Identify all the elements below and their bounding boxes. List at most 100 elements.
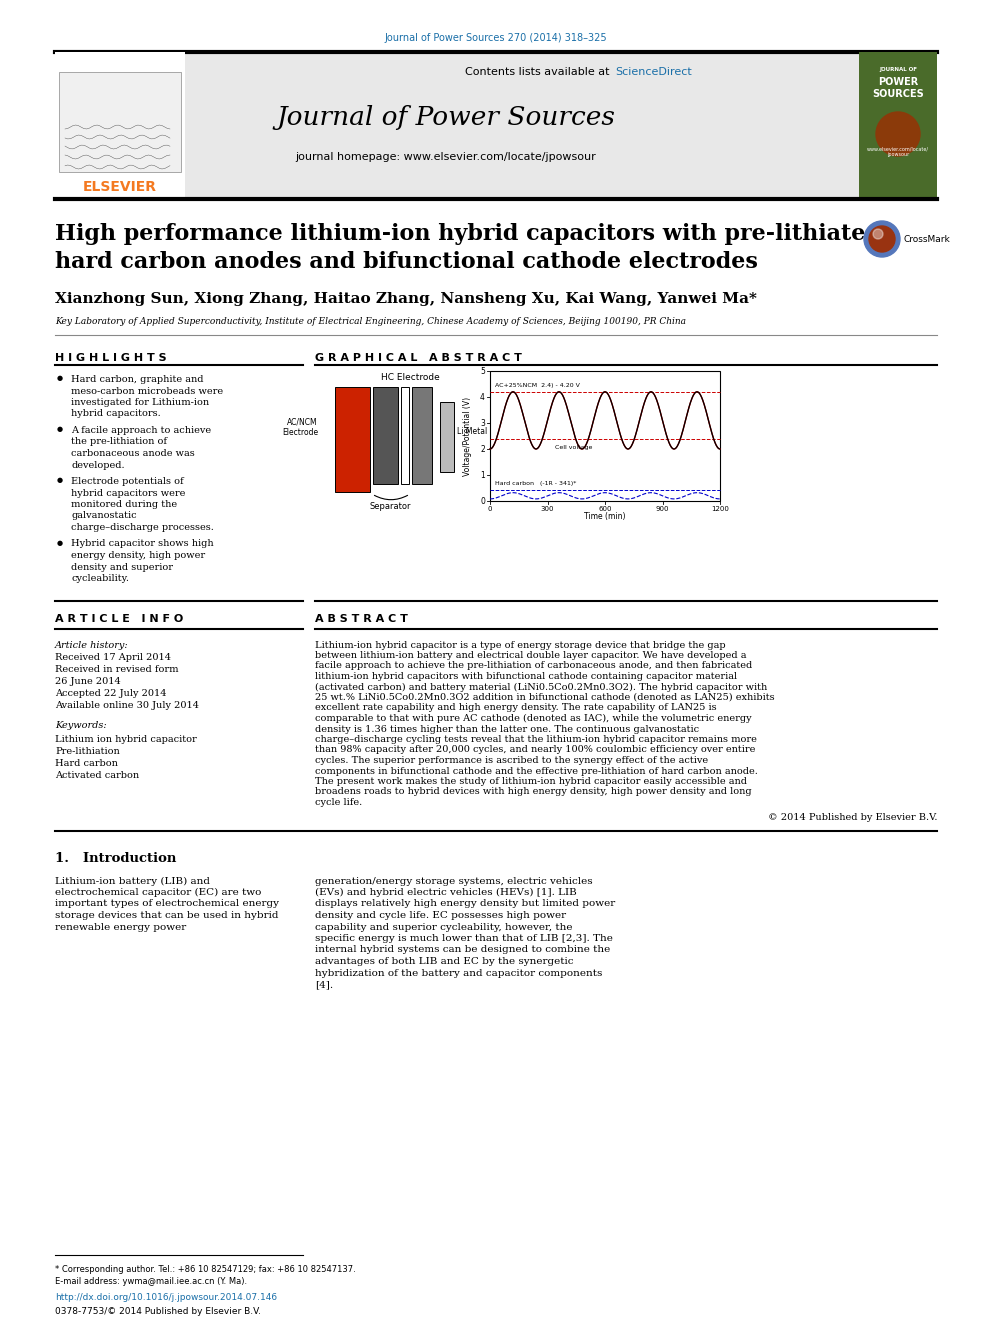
Text: 5: 5: [480, 366, 485, 376]
Text: ScienceDirect: ScienceDirect: [615, 67, 691, 77]
Text: The present work makes the study of lithium-ion hybrid capacitor easily accessib: The present work makes the study of lith…: [315, 777, 747, 786]
Text: investigated for Lithium-ion: investigated for Lithium-ion: [71, 398, 209, 407]
Text: Activated carbon: Activated carbon: [55, 770, 139, 779]
Text: Accepted 22 July 2014: Accepted 22 July 2014: [55, 689, 167, 699]
Text: AC+25%NCM  2.4) - 4.20 V: AC+25%NCM 2.4) - 4.20 V: [495, 382, 580, 388]
Bar: [440, 402, 454, 472]
Text: Available online 30 July 2014: Available online 30 July 2014: [55, 701, 199, 710]
Text: 0: 0: [480, 496, 485, 505]
Text: the pre-lithiation of: the pre-lithiation of: [71, 438, 167, 446]
Text: 2: 2: [480, 445, 485, 454]
Text: 900: 900: [656, 505, 670, 512]
Text: facile approach to achieve the pre-lithiation of carbonaceous anode, and then fa: facile approach to achieve the pre-lithi…: [315, 662, 752, 671]
Text: 1.   Introduction: 1. Introduction: [55, 852, 177, 865]
Text: Lithium-ion hybrid capacitor is a type of energy storage device that bridge the : Lithium-ion hybrid capacitor is a type o…: [315, 640, 725, 650]
Text: meso-carbon microbeads were: meso-carbon microbeads were: [71, 386, 223, 396]
Text: between lithium-ion battery and electrical double layer capacitor. We have devel: between lithium-ion battery and electric…: [315, 651, 747, 660]
Bar: [373, 388, 398, 484]
Text: (EVs) and hybrid electric vehicles (HEVs) [1]. LIB: (EVs) and hybrid electric vehicles (HEVs…: [315, 888, 576, 897]
Text: Hard carbon: Hard carbon: [55, 758, 118, 767]
Text: galvanostatic: galvanostatic: [71, 512, 137, 520]
Text: Hybrid capacitor shows high: Hybrid capacitor shows high: [71, 540, 213, 549]
Bar: [55, 52, 937, 197]
Text: Lithium-ion battery (LIB) and: Lithium-ion battery (LIB) and: [55, 877, 210, 885]
Text: comparable to that with pure AC cathode (denoted as IAC), while the volumetric e: comparable to that with pure AC cathode …: [315, 714, 752, 724]
Text: hybrid capacitors.: hybrid capacitors.: [71, 410, 161, 418]
Text: hybridization of the battery and capacitor components: hybridization of the battery and capacit…: [315, 968, 602, 978]
Text: POWER: POWER: [878, 77, 919, 87]
Text: developed.: developed.: [71, 460, 125, 470]
Text: High performance lithium-ion hybrid capacitors with pre-lithiated: High performance lithium-ion hybrid capa…: [55, 224, 881, 245]
Text: renewable energy power: renewable energy power: [55, 922, 186, 931]
Text: Journal of Power Sources 270 (2014) 318–325: Journal of Power Sources 270 (2014) 318–…: [385, 33, 607, 44]
Text: density is 1.36 times higher than the latter one. The continuous galvanostatic: density is 1.36 times higher than the la…: [315, 725, 699, 733]
Text: components in bifunctional cathode and the effective pre-lithiation of hard carb: components in bifunctional cathode and t…: [315, 766, 758, 775]
Bar: [59, 71, 181, 172]
Text: Lithium ion hybrid capacitor: Lithium ion hybrid capacitor: [55, 734, 196, 744]
Text: than 98% capacity after 20,000 cycles, and nearly 100% coulombic efficiency over: than 98% capacity after 20,000 cycles, a…: [315, 745, 755, 754]
Text: (activated carbon) and battery material (LiNi0.5Co0.2Mn0.3O2). The hybrid capaci: (activated carbon) and battery material …: [315, 683, 767, 692]
Text: storage devices that can be used in hybrid: storage devices that can be used in hybr…: [55, 912, 279, 919]
Text: Cell voltage: Cell voltage: [555, 445, 592, 450]
Text: broadens roads to hybrid devices with high energy density, high power density an: broadens roads to hybrid devices with hi…: [315, 787, 752, 796]
Text: Key Laboratory of Applied Superconductivity, Institute of Electrical Engineering: Key Laboratory of Applied Superconductiv…: [55, 316, 686, 325]
Text: internal hybrid systems can be designed to combine the: internal hybrid systems can be designed …: [315, 946, 610, 954]
Text: ●: ●: [57, 540, 63, 545]
Text: Article history:: Article history:: [55, 640, 129, 650]
Bar: [401, 388, 409, 484]
Circle shape: [869, 226, 895, 251]
Text: cycleability.: cycleability.: [71, 574, 129, 583]
Text: charge–discharge processes.: charge–discharge processes.: [71, 523, 214, 532]
Text: ●: ●: [57, 426, 63, 433]
Text: 3: 3: [480, 418, 485, 427]
Text: G R A P H I C A L   A B S T R A C T: G R A P H I C A L A B S T R A C T: [315, 353, 522, 363]
Bar: [412, 388, 432, 484]
Text: Li Metal: Li Metal: [457, 427, 487, 437]
Text: SOURCES: SOURCES: [872, 89, 924, 99]
Text: © 2014 Published by Elsevier B.V.: © 2014 Published by Elsevier B.V.: [768, 812, 937, 822]
Circle shape: [873, 229, 883, 239]
Text: http://dx.doi.org/10.1016/j.jpowsour.2014.07.146: http://dx.doi.org/10.1016/j.jpowsour.201…: [55, 1293, 277, 1302]
Text: advantages of both LIB and EC by the synergetic: advantages of both LIB and EC by the syn…: [315, 957, 573, 966]
Text: hybrid capacitors were: hybrid capacitors were: [71, 488, 186, 497]
Text: Hard carbon   (-1R - 341)*: Hard carbon (-1R - 341)*: [495, 482, 576, 486]
Text: A R T I C L E   I N F O: A R T I C L E I N F O: [55, 614, 184, 623]
Text: 25 wt.% LiNi0.5Co0.2Mn0.3O2 addition in bifunctional cathode (denoted as LAN25) : 25 wt.% LiNi0.5Co0.2Mn0.3O2 addition in …: [315, 693, 775, 703]
Text: 1: 1: [480, 471, 485, 479]
Text: A facile approach to achieve: A facile approach to achieve: [71, 426, 211, 435]
Text: Hard carbon, graphite and: Hard carbon, graphite and: [71, 374, 203, 384]
Text: Separator: Separator: [369, 501, 411, 511]
Text: journal homepage: www.elsevier.com/locate/jpowsour: journal homepage: www.elsevier.com/locat…: [296, 152, 596, 161]
Text: ●: ●: [57, 374, 63, 381]
Text: excellent rate capability and high energy density. The rate capability of LAN25 : excellent rate capability and high energ…: [315, 704, 716, 713]
Text: 0378-7753/© 2014 Published by Elsevier B.V.: 0378-7753/© 2014 Published by Elsevier B…: [55, 1307, 261, 1316]
Text: * Corresponding author. Tel.: +86 10 82547129; fax: +86 10 82547137.: * Corresponding author. Tel.: +86 10 825…: [55, 1265, 356, 1274]
Text: important types of electrochemical energy: important types of electrochemical energ…: [55, 900, 279, 909]
Text: CrossMark: CrossMark: [904, 234, 950, 243]
Text: ELSEVIER: ELSEVIER: [83, 180, 157, 194]
Text: displays relatively high energy density but limited power: displays relatively high energy density …: [315, 900, 615, 909]
Text: 300: 300: [541, 505, 555, 512]
Text: Contents lists available at: Contents lists available at: [465, 67, 613, 77]
Text: Electrode potentials of: Electrode potentials of: [71, 478, 184, 486]
Bar: [859, 52, 937, 197]
Bar: [55, 52, 185, 197]
Text: 26 June 2014: 26 June 2014: [55, 677, 121, 687]
Text: 1200: 1200: [711, 505, 729, 512]
Text: cycle life.: cycle life.: [315, 798, 362, 807]
Text: cycles. The superior performance is ascribed to the synergy effect of the active: cycles. The superior performance is ascr…: [315, 755, 708, 765]
Text: ●: ●: [57, 478, 63, 483]
Text: www.elsevier.com/locate/
jpowsour: www.elsevier.com/locate/ jpowsour: [867, 147, 929, 157]
Text: density and cycle life. EC possesses high power: density and cycle life. EC possesses hig…: [315, 912, 566, 919]
Text: HC Electrode: HC Electrode: [381, 373, 439, 382]
Text: H I G H L I G H T S: H I G H L I G H T S: [55, 353, 167, 363]
Circle shape: [864, 221, 900, 257]
Text: AC/NCM
Electrode: AC/NCM Electrode: [282, 417, 318, 437]
Text: JOURNAL OF: JOURNAL OF: [879, 67, 917, 73]
Text: Received in revised form: Received in revised form: [55, 665, 179, 675]
Text: Journal of Power Sources: Journal of Power Sources: [277, 105, 615, 130]
Text: Time (min): Time (min): [584, 512, 626, 520]
Text: E-mail address: ywma@mail.iee.ac.cn (Y. Ma).: E-mail address: ywma@mail.iee.ac.cn (Y. …: [55, 1277, 247, 1286]
Text: lithium-ion hybrid capacitors with bifunctional cathode containing capacitor mat: lithium-ion hybrid capacitors with bifun…: [315, 672, 737, 681]
Text: monitored during the: monitored during the: [71, 500, 178, 509]
